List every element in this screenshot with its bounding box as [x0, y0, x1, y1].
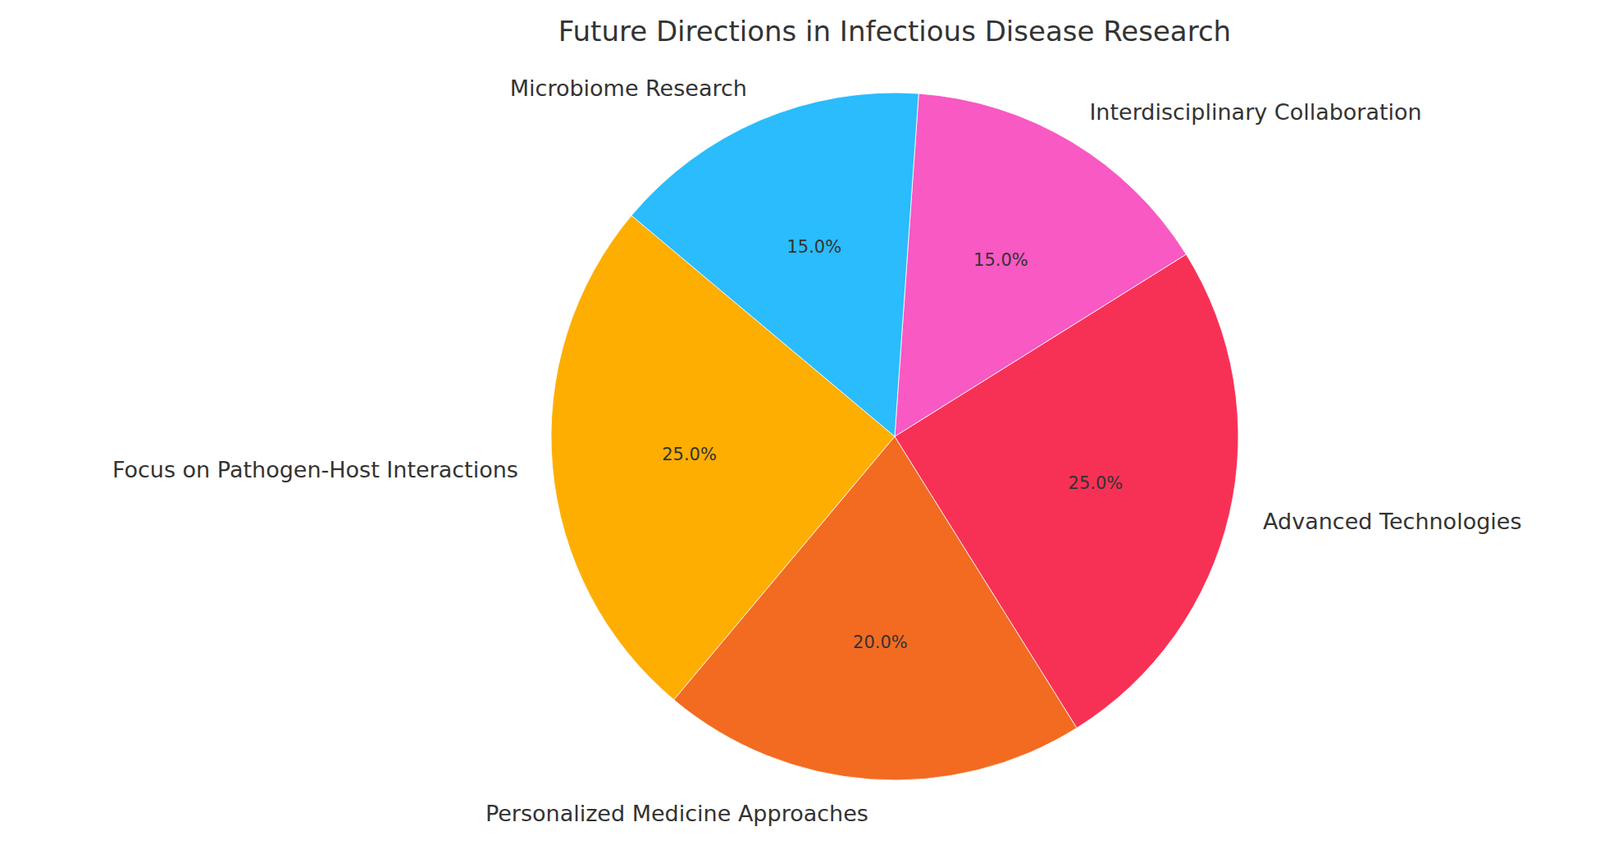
svg-text:Microbiome Research: Microbiome Research	[510, 75, 748, 101]
svg-text:Focus on Pathogen-Host Interac: Focus on Pathogen-Host Interactions	[112, 456, 519, 483]
svg-text:20.0%: 20.0%	[852, 632, 908, 652]
svg-text:Personalized Medicine Approach: Personalized Medicine Approaches	[485, 800, 869, 826]
svg-text:Advanced Technologies: Advanced Technologies	[1262, 508, 1522, 534]
svg-text:25.0%: 25.0%	[1068, 473, 1124, 493]
svg-text:15.0%: 15.0%	[786, 237, 842, 257]
svg-text:15.0%: 15.0%	[973, 250, 1029, 270]
svg-text:25.0%: 25.0%	[661, 444, 717, 465]
svg-text:Interdisciplinary Collaboratio: Interdisciplinary Collaboration	[1089, 99, 1422, 125]
svg-text:Future Directions in Infectiou: Future Directions in Infectious Disease …	[558, 14, 1231, 48]
